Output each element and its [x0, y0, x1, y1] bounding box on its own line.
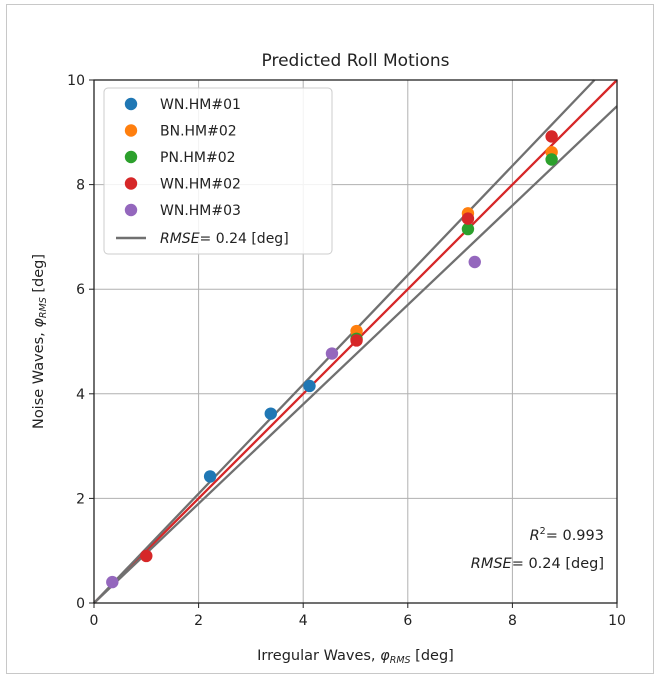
- legend-label: WN.HM#01: [160, 97, 241, 113]
- legend-marker: [124, 124, 138, 137]
- stats-annotation: R2= 0.993 RMSE= 0.24 [deg]: [471, 526, 604, 572]
- data-point: [264, 407, 277, 420]
- y-tick-label: 10: [67, 73, 85, 89]
- x-axis-label: Irregular Waves, φRMS [deg]: [257, 648, 454, 666]
- legend-label: PN.HM#02: [160, 150, 236, 166]
- data-points: [106, 130, 558, 589]
- legend: WN.HM#01 BN.HM#02 PN.HM#02 WN.HM#02 WN.HM#03…: [103, 87, 333, 255]
- line-rmse_lower: [93, 105, 618, 604]
- data-point: [461, 212, 475, 225]
- data-point: [303, 379, 316, 393]
- legend-marker: [124, 150, 138, 164]
- x-tick-label: 8: [508, 613, 517, 629]
- axis-ticks: 0 2 4 6 8 10 0 2 4 6 8 10: [67, 73, 626, 629]
- x-tick-label: 6: [403, 613, 412, 629]
- data-point: [461, 222, 475, 236]
- y-axis-label: Noise Waves, φRMS [deg]: [31, 254, 49, 429]
- x-tick-label: 2: [194, 613, 203, 629]
- r-squared-annotation: R2= 0.993: [530, 526, 604, 544]
- legend-label: WN.HM#02: [160, 177, 241, 193]
- y-tick-label: 6: [76, 282, 85, 298]
- legend-label: BN.HM#02: [160, 124, 237, 140]
- legend-marker: [124, 203, 138, 217]
- y-tick-label: 4: [76, 387, 85, 403]
- legend-label: WN.HM#03: [160, 203, 241, 219]
- data-point: [140, 549, 153, 563]
- data-point: [545, 130, 558, 143]
- y-tick-label: 2: [76, 491, 85, 507]
- data-point: [203, 470, 217, 483]
- data-point: [545, 153, 558, 166]
- legend-marker: [124, 177, 138, 190]
- y-tick-label: 0: [76, 596, 85, 612]
- plot-area: [93, 79, 618, 604]
- figure-frame: [6, 4, 654, 674]
- data-point: [106, 575, 119, 589]
- x-tick-label: 10: [608, 613, 626, 629]
- chart-title: Predicted Roll Motions: [262, 51, 450, 71]
- legend-rmse-entry: RMSE= 0.24 [deg]: [160, 231, 289, 247]
- x-tick-label: 4: [299, 613, 308, 629]
- legend-box: [103, 87, 333, 255]
- x-tick-label: 0: [90, 613, 99, 629]
- rmse-annotation: RMSE= 0.24 [deg]: [471, 556, 604, 572]
- legend-marker: [124, 97, 138, 111]
- data-point: [325, 347, 339, 360]
- data-point: [468, 255, 481, 269]
- data-point: [350, 334, 363, 347]
- line-rmse_upper: [93, 79, 596, 604]
- y-tick-label: 8: [76, 178, 85, 194]
